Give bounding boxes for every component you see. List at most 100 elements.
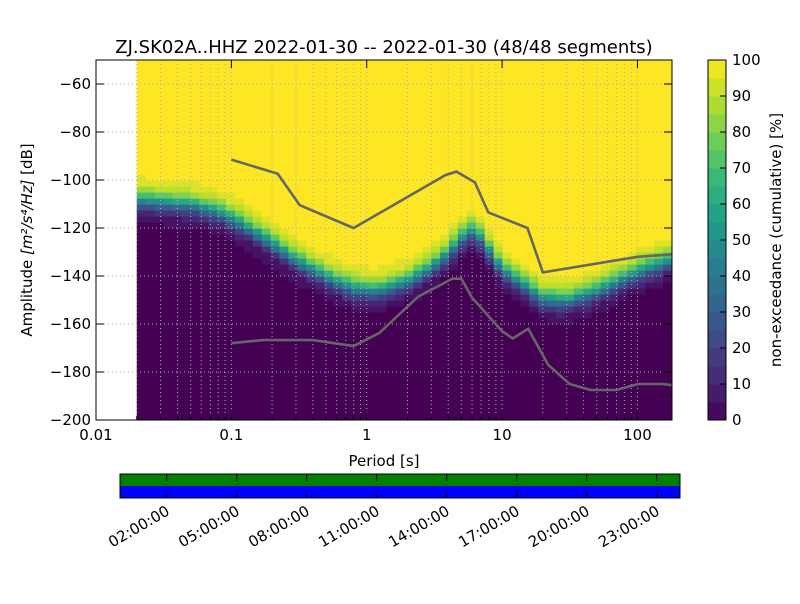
histogram-cell: [511, 282, 521, 289]
histogram-cell: [172, 90, 182, 97]
histogram-cell: [573, 324, 584, 331]
histogram-cell: [529, 276, 539, 283]
histogram-cell: [324, 366, 334, 373]
histogram-cell: [163, 84, 174, 91]
histogram-cell: [609, 108, 620, 115]
histogram-cell: [288, 156, 298, 163]
histogram-cell: [511, 240, 521, 247]
histogram-cell: [350, 168, 361, 175]
histogram-cell: [288, 174, 298, 181]
histogram-cell: [145, 168, 156, 175]
histogram-cell: [279, 138, 289, 145]
histogram-cell: [154, 336, 165, 343]
histogram-cell: [618, 180, 628, 187]
noise-model-high-line: [230, 158, 672, 274]
histogram-cell: [627, 192, 637, 199]
histogram-cell: [582, 186, 593, 193]
histogram-cell: [136, 396, 147, 403]
histogram-cell: [636, 306, 646, 313]
histogram-cell: [556, 120, 566, 127]
histogram-cell: [431, 264, 441, 271]
histogram-cell: [154, 300, 165, 307]
histogram-cell: [618, 90, 628, 97]
histogram-cell: [457, 192, 468, 199]
histogram-cell: [538, 114, 548, 121]
histogram-cell: [270, 240, 281, 247]
colorbar-cell: [708, 348, 726, 367]
histogram-cell: [217, 108, 227, 115]
histogram-cell: [484, 402, 495, 409]
histogram-cell: [520, 78, 530, 85]
histogram-cell: [341, 216, 352, 223]
histogram-cell: [368, 198, 379, 205]
histogram-cell: [315, 222, 325, 229]
histogram-cell: [627, 168, 637, 175]
histogram-cell: [217, 66, 227, 73]
histogram-cell: [431, 300, 441, 307]
histogram-cell: [172, 144, 182, 151]
histogram-cell: [252, 294, 263, 301]
histogram-cell: [297, 318, 307, 325]
histogram-cell: [199, 90, 209, 97]
histogram-cell: [199, 216, 209, 223]
noise-models: [230, 158, 672, 392]
histogram-cell: [448, 246, 459, 253]
histogram-cell: [217, 270, 227, 277]
histogram-cell: [520, 276, 530, 283]
histogram-cell: [654, 144, 664, 151]
histogram-cell: [261, 354, 272, 361]
histogram-cell: [645, 90, 655, 97]
histogram-cell: [270, 300, 281, 307]
histogram-cell: [359, 408, 370, 415]
histogram-cell: [234, 390, 245, 397]
histogram-cell: [234, 354, 245, 361]
histogram-cell: [582, 204, 593, 211]
histogram-cell: [511, 276, 521, 283]
histogram-cell: [225, 270, 236, 277]
histogram-cell: [475, 348, 486, 355]
histogram-cell: [520, 66, 530, 73]
histogram-cell: [413, 372, 423, 379]
histogram-cell: [431, 312, 441, 319]
colorbar-cell: [708, 96, 726, 115]
histogram-cell: [627, 222, 637, 229]
histogram-cell: [217, 258, 227, 265]
histogram-cell: [404, 246, 414, 253]
histogram-cell: [618, 378, 628, 385]
histogram-cell: [217, 156, 227, 163]
histogram-cell: [627, 276, 637, 283]
histogram-cell: [654, 234, 664, 241]
histogram-cell: [243, 180, 254, 187]
histogram-cell: [502, 120, 513, 127]
histogram-cell: [172, 270, 182, 277]
histogram-cell: [181, 144, 191, 151]
histogram-cell: [288, 84, 298, 91]
histogram-cell: [582, 192, 593, 199]
histogram-cell: [350, 240, 361, 247]
histogram-cell: [190, 414, 200, 420]
histogram-cell: [288, 378, 298, 385]
histogram-cell: [350, 96, 361, 103]
histogram-cell: [190, 312, 200, 319]
histogram-cell: [502, 66, 513, 73]
histogram-cell: [564, 162, 575, 169]
histogram-cell: [511, 234, 521, 241]
histogram-cell: [556, 276, 566, 283]
histogram-cell: [475, 282, 486, 289]
histogram-cell: [333, 396, 343, 403]
histogram-cell: [493, 168, 504, 175]
histogram-cell: [538, 306, 548, 313]
histogram-cell: [217, 204, 227, 211]
histogram-cell: [627, 60, 637, 67]
histogram-cell: [654, 156, 664, 163]
histogram-cell: [350, 366, 361, 373]
histogram-cell: [404, 318, 414, 325]
histogram-cell: [217, 174, 227, 181]
histogram-cell: [154, 414, 165, 420]
histogram-cell: [395, 156, 405, 163]
histogram-cell: [663, 282, 672, 289]
histogram-cell: [609, 264, 620, 271]
histogram-cell: [556, 90, 566, 97]
histogram-cell: [636, 300, 646, 307]
histogram-cell: [208, 84, 218, 91]
